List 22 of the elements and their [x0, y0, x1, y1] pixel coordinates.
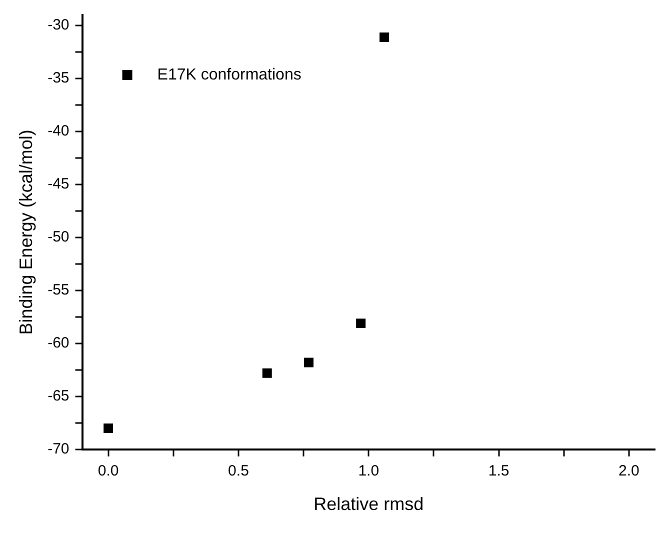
- point: [304, 358, 314, 368]
- point: [104, 423, 114, 433]
- y-tick-label: -50: [48, 228, 70, 246]
- point: [262, 368, 272, 378]
- y-tick-label: -30: [48, 16, 70, 34]
- y-tick-label: -40: [48, 122, 70, 140]
- legend-label: E17K conformations: [157, 66, 302, 84]
- y-axis-title: Binding Energy (kcal/mol): [16, 130, 36, 335]
- x-tick-label: 2.0: [618, 462, 640, 480]
- y-tick-label: -35: [48, 70, 70, 87]
- y-tick-label: -65: [48, 388, 70, 405]
- y-tick-label: -70: [48, 440, 70, 458]
- y-tick-label: -55: [48, 282, 70, 299]
- x-axis-title: Relative rmsd: [314, 494, 424, 514]
- y-tick-label: -45: [48, 176, 70, 193]
- x-tick-label: 1.0: [358, 462, 380, 480]
- point: [380, 32, 389, 42]
- x-tick-label: 1.5: [488, 462, 510, 480]
- point: [356, 318, 366, 328]
- x-tick-label: 0.5: [228, 462, 249, 480]
- x-tick-label: 0.0: [98, 462, 119, 480]
- y-tick-label: -60: [48, 334, 70, 352]
